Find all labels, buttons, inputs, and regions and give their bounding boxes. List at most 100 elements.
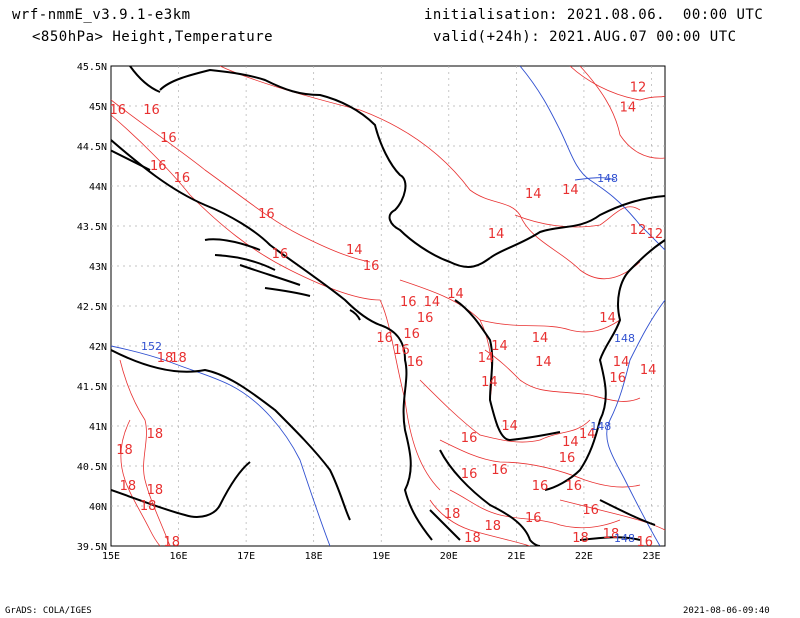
temperature-contour-label: 16 bbox=[417, 311, 434, 326]
temperature-contour-label: 14 bbox=[525, 187, 542, 202]
temperature-contour-label: 14 bbox=[501, 419, 518, 434]
temperature-contour-label: 16 bbox=[174, 171, 191, 186]
temperature-contour-label: 14 bbox=[535, 355, 552, 370]
temperature-contour-label: 14 bbox=[532, 331, 549, 346]
temperature-contour-label: 16 bbox=[407, 355, 424, 370]
latitude-tick-label: 44.5N bbox=[77, 142, 107, 153]
temperature-contour-label: 14 bbox=[447, 287, 464, 302]
temperature-contour-label: 14 bbox=[424, 295, 441, 310]
grads-credit: GrADS: COLA/IGES bbox=[5, 606, 92, 616]
longitude-tick-label: 22E bbox=[575, 551, 593, 562]
temperature-contour-label: 18 bbox=[157, 351, 174, 366]
height-contour-label: 148 bbox=[614, 332, 635, 345]
height-contour-label: 148 bbox=[590, 420, 611, 433]
longitude-labels: 15E 16E 17E 18E 19E 20E 21E 22E 23E bbox=[102, 551, 661, 562]
temperature-contour-label: 18 bbox=[464, 531, 481, 546]
height-contour-label: 148 bbox=[614, 532, 635, 545]
height-contours bbox=[111, 66, 665, 546]
temperature-contour-label: 18 bbox=[603, 527, 620, 542]
temperature-contour-label: 16 bbox=[363, 259, 380, 274]
temperature-contour-label: 16 bbox=[376, 331, 393, 346]
temperature-contour-label: 16 bbox=[272, 247, 289, 262]
temperature-contour-label: 16 bbox=[461, 431, 478, 446]
height-contour-label: 148 bbox=[597, 172, 618, 185]
height-contour-label: 152 bbox=[141, 340, 162, 353]
latitude-tick-label: 41N bbox=[89, 422, 107, 433]
latitude-tick-label: 41.5N bbox=[77, 382, 107, 393]
field-title: <850hPa> Height,Temperature bbox=[32, 29, 274, 45]
temperature-contours bbox=[111, 66, 665, 546]
latitude-tick-label: 44N bbox=[89, 182, 107, 193]
latitude-tick-label: 45.5N bbox=[77, 62, 107, 73]
temperature-contour-label: 18 bbox=[484, 519, 501, 534]
temperature-contour-label: 16 bbox=[461, 467, 478, 482]
temperature-contour-label: 18 bbox=[140, 499, 157, 514]
temperature-contour-label: 16 bbox=[636, 535, 653, 550]
temperature-contour-label: 14 bbox=[640, 363, 657, 378]
temperature-contour-label: 16 bbox=[400, 295, 417, 310]
temperature-contour-label: 18 bbox=[147, 427, 164, 442]
longitude-tick-label: 15E bbox=[102, 551, 120, 562]
temperature-contour-label: 18 bbox=[147, 483, 164, 498]
render-timestamp: 2021-08-06-09:40 bbox=[683, 606, 770, 616]
temperature-contour-label: 16 bbox=[143, 103, 160, 118]
temperature-contour-label: 14 bbox=[491, 339, 508, 354]
temperature-contour-label: 14 bbox=[346, 243, 363, 258]
latitude-tick-label: 42.5N bbox=[77, 302, 107, 313]
longitude-tick-label: 21E bbox=[507, 551, 525, 562]
latitude-tick-label: 45N bbox=[89, 102, 107, 113]
temperature-contour-label: 12 bbox=[630, 81, 647, 96]
temperature-contour-label: 18 bbox=[116, 443, 133, 458]
temperature-contour-label: 14 bbox=[481, 375, 498, 390]
temperature-contour-label: 16 bbox=[525, 511, 542, 526]
latitude-labels: 45.5N 45N 44.5N 44N 43.5N 43N 42.5N 42N 41.5N 41N… bbox=[77, 62, 107, 553]
longitude-tick-label: 16E bbox=[170, 551, 188, 562]
temperature-contour-label: 14 bbox=[478, 351, 495, 366]
temperature-contour-label: 18 bbox=[120, 479, 137, 494]
longitude-tick-label: 19E bbox=[372, 551, 390, 562]
temperature-contour-label: 12 bbox=[647, 227, 664, 242]
latitude-tick-label: 40.5N bbox=[77, 462, 107, 473]
temperature-contour-label: 16 bbox=[532, 479, 549, 494]
temperature-contour-label: 16 bbox=[609, 371, 626, 386]
temperature-contour-label: 16 bbox=[150, 159, 167, 174]
temperature-contour-label: 18 bbox=[444, 507, 461, 522]
temperature-contour-label: 16 bbox=[491, 463, 508, 478]
coastlines-borders bbox=[111, 66, 665, 546]
temperature-contour-label: 14 bbox=[620, 101, 637, 116]
temperature-contour-label: 16 bbox=[582, 503, 599, 518]
temperature-contour-label: 14 bbox=[488, 227, 505, 242]
longitude-tick-label: 23E bbox=[642, 551, 660, 562]
initialisation-time: initialisation: 2021.08.06. 00:00 UTC bbox=[424, 7, 764, 23]
temperature-contour-label: 16 bbox=[566, 479, 583, 494]
height-labels: 148 148 148 152 148 bbox=[141, 172, 635, 545]
temperature-contour-label: 18 bbox=[170, 351, 187, 366]
model-title: wrf-nmmE_v3.9.1-e3km bbox=[12, 7, 191, 23]
temperature-contour-label: 16 bbox=[160, 131, 177, 146]
latitude-tick-label: 43.5N bbox=[77, 222, 107, 233]
longitude-tick-label: 17E bbox=[237, 551, 255, 562]
temperature-contour-label: 16 bbox=[109, 103, 126, 118]
temperature-contour-label: 12 bbox=[630, 223, 647, 238]
longitude-tick-label: 18E bbox=[305, 551, 323, 562]
temperature-contour-label: 14 bbox=[579, 427, 596, 442]
latitude-tick-label: 39.5N bbox=[77, 542, 107, 553]
valid-time: valid(+24h): 2021.AUG.07 00:00 UTC bbox=[433, 29, 737, 45]
temperature-contour-label: 14 bbox=[599, 311, 616, 326]
graticule bbox=[111, 66, 665, 546]
temperature-contour-label: 16 bbox=[393, 343, 410, 358]
islands bbox=[204, 238, 361, 321]
temperature-contour-label: 14 bbox=[562, 435, 579, 450]
temperature-contour-label: 16 bbox=[258, 207, 275, 222]
latitude-tick-label: 40N bbox=[89, 502, 107, 513]
temperature-contour-label: 14 bbox=[562, 183, 579, 198]
temperature-contour-label: 18 bbox=[572, 531, 589, 546]
longitude-tick-label: 20E bbox=[440, 551, 458, 562]
latitude-tick-label: 42N bbox=[89, 342, 107, 353]
temperature-contour-label: 16 bbox=[403, 327, 420, 342]
latitude-tick-label: 43N bbox=[89, 262, 107, 273]
temperature-contour-label: 18 bbox=[164, 535, 181, 550]
temperature-contour-label: 14 bbox=[613, 355, 630, 370]
